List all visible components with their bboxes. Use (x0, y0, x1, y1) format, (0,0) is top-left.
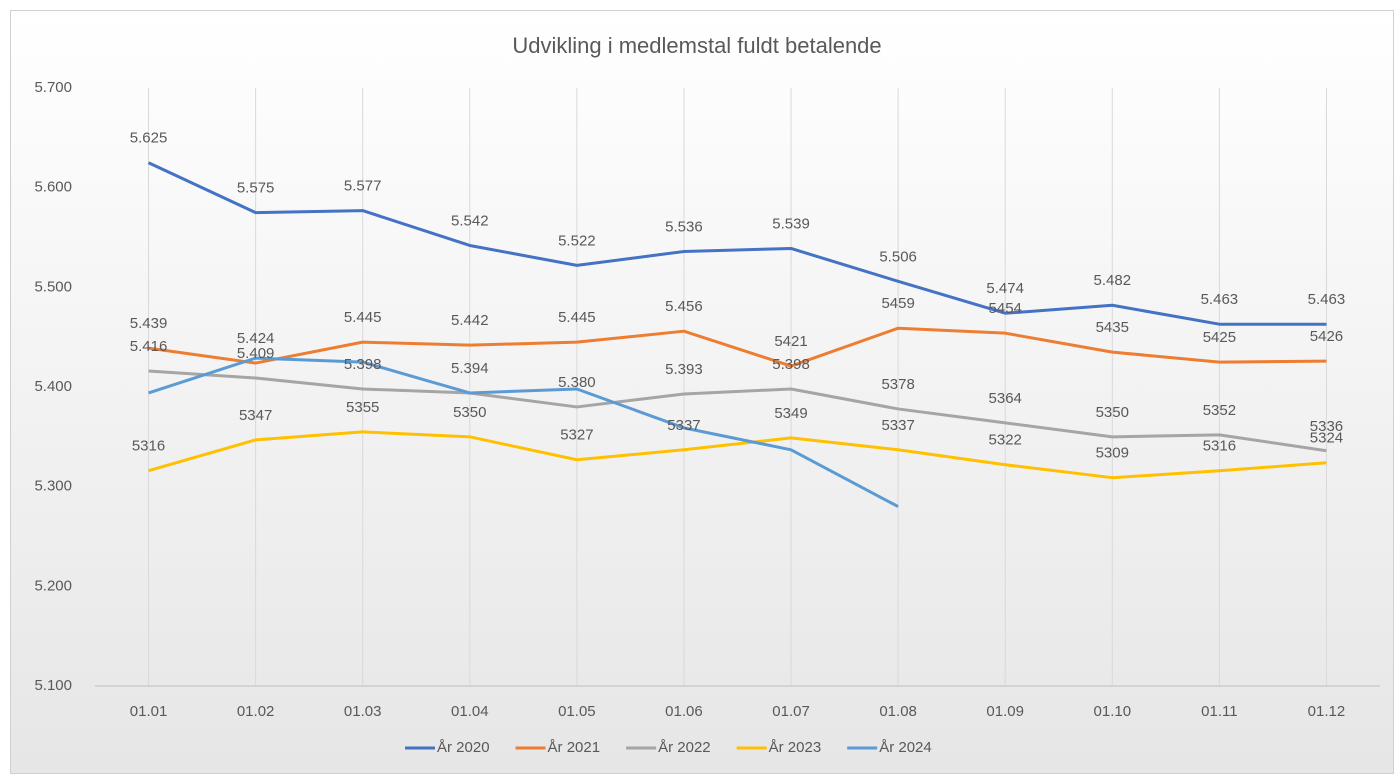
data-label: 5324 (1310, 430, 1343, 447)
data-label: 5.394 (451, 360, 489, 377)
data-label: 5.577 (344, 178, 382, 195)
legend-label: År 2023 (769, 739, 822, 756)
data-label: 5.575 (237, 180, 275, 197)
data-label: 5.474 (986, 280, 1024, 297)
data-label: 5.445 (344, 309, 382, 326)
data-label: 5.393 (665, 361, 703, 378)
data-label: 5.542 (451, 212, 489, 229)
x-tick-label: 01.07 (772, 703, 810, 720)
series-line (147, 161, 1327, 326)
chart-title: Udvikling i medlemstal fuldt betalende (512, 33, 881, 58)
data-label: 5426 (1310, 328, 1343, 345)
data-label: 5.445 (558, 309, 596, 326)
data-label: 5.380 (558, 374, 596, 391)
legend-label: År 2020 (437, 739, 490, 756)
y-tick-label: 5.500 (34, 278, 72, 295)
data-label: 5316 (132, 438, 165, 455)
data-label: 5337 (881, 417, 914, 434)
data-label: 5364 (989, 390, 1022, 407)
data-label: 5.398 (344, 356, 382, 373)
data-label: 5.506 (879, 248, 917, 265)
data-label: 5327 (560, 427, 593, 444)
data-label: 5.536 (665, 218, 703, 235)
data-label: 5.456 (665, 298, 703, 315)
x-tick-label: 01.04 (451, 703, 489, 720)
y-tick-label: 5.100 (34, 677, 72, 694)
legend-label: År 2024 (879, 739, 932, 756)
data-label: 5.463 (1201, 291, 1239, 308)
y-tick-label: 5.300 (34, 478, 72, 495)
y-tick-label: 5.400 (34, 378, 72, 395)
data-label: 5.463 (1308, 291, 1346, 308)
data-label: 5.522 (558, 232, 596, 249)
data-label: 5.439 (130, 315, 168, 332)
data-label: 5336 (1310, 418, 1343, 435)
x-tick-label: 01.01 (130, 703, 168, 720)
series-line (148, 430, 1327, 480)
data-label: 5.442 (451, 312, 489, 329)
data-label: 5350 (1096, 404, 1129, 421)
data-label: 5309 (1096, 445, 1129, 462)
data-label: 5425 (1203, 329, 1236, 346)
data-label: 5.482 (1094, 272, 1132, 289)
series-line (148, 369, 1327, 453)
data-label: 5421 (774, 333, 807, 350)
series-line (148, 326, 1327, 368)
data-label: 5.539 (772, 215, 810, 232)
y-tick-label: 5.700 (34, 79, 72, 96)
x-tick-label: 01.09 (986, 703, 1024, 720)
legend-label: År 2022 (658, 739, 711, 756)
data-label: 5349 (774, 405, 807, 422)
data-label: 5352 (1203, 402, 1236, 419)
series-line (148, 356, 899, 508)
data-label: 5.625 (130, 130, 168, 147)
data-label: 5347 (239, 407, 272, 424)
x-tick-label: 01.05 (558, 703, 596, 720)
x-tick-label: 01.10 (1094, 703, 1132, 720)
data-label: 5355 (346, 399, 379, 416)
y-tick-label: 5.200 (34, 577, 72, 594)
data-label: 5.424 (237, 330, 275, 347)
legend-label: År 2021 (548, 739, 601, 756)
x-tick-label: 01.11 (1201, 703, 1237, 720)
x-tick-label: 01.03 (344, 703, 382, 720)
data-label: 5.398 (772, 356, 810, 373)
data-label: 5337 (667, 417, 700, 434)
data-label: 5459 (881, 295, 914, 312)
data-label: 5.409 (237, 345, 275, 362)
data-label: 5316 (1203, 438, 1236, 455)
data-label: 5322 (989, 432, 1022, 449)
data-label: 5350 (453, 404, 486, 421)
data-label: 5435 (1096, 319, 1129, 336)
x-tick-label: 01.12 (1308, 703, 1346, 720)
data-label: 5.416 (130, 338, 168, 355)
x-tick-label: 01.06 (665, 703, 703, 720)
data-label: 5378 (881, 376, 914, 393)
x-tick-label: 01.08 (879, 703, 917, 720)
y-tick-label: 5.600 (34, 179, 72, 196)
x-tick-label: 01.02 (237, 703, 275, 720)
data-label: 5454 (989, 300, 1022, 317)
